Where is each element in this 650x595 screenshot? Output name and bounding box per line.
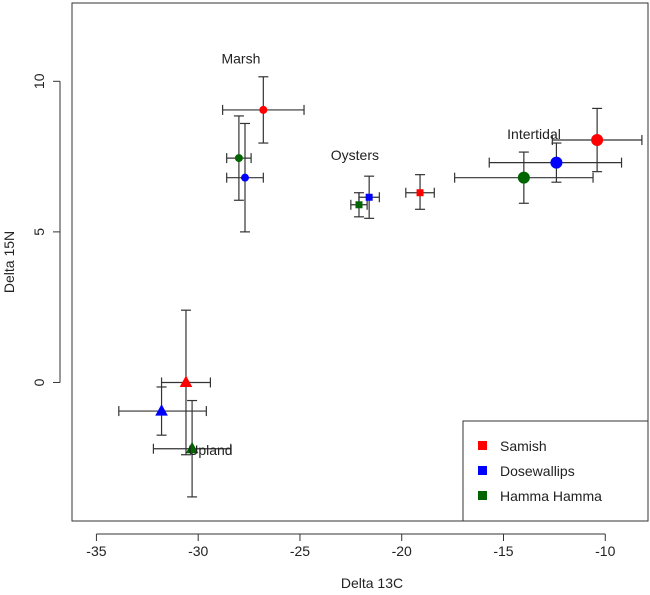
annotation-intertidal: Intertidal — [507, 126, 561, 142]
annotation-upland: Upland — [188, 442, 232, 458]
dosewallips-intertidal-point — [550, 156, 563, 169]
x-tick-label: -10 — [595, 543, 615, 559]
legend-swatch-dosewallips — [478, 466, 487, 475]
legend: Samish Dosewallips Hamma Hamma — [462, 420, 649, 522]
y-axis: 0 5 10 — [31, 73, 61, 386]
x-tick-label: -15 — [493, 543, 513, 559]
annotation-oysters: Oysters — [331, 147, 379, 163]
legend-swatch-samish — [478, 441, 487, 450]
dosewallips-marsh-point — [241, 173, 250, 182]
x-tick-label: -20 — [392, 543, 412, 559]
x-tick-label: -30 — [188, 543, 208, 559]
x-axis-label: Delta 13C — [341, 575, 403, 591]
plot-frame — [71, 2, 649, 522]
legend-label-hamma-hamma: Hamma Hamma — [500, 488, 602, 504]
legend-label-dosewallips: Dosewallips — [500, 463, 575, 479]
hamma-hamma-upland-point — [185, 441, 199, 454]
dosewallips-upland-point — [155, 404, 168, 416]
annotation-marsh: Marsh — [221, 51, 260, 67]
legend-swatch-hamma-hamma — [478, 491, 487, 500]
samish-marsh-point — [259, 105, 268, 114]
y-axis-label: Delta 15N — [1, 231, 17, 293]
y-tick-label: 10 — [31, 73, 47, 89]
hamma-hamma-marsh-point — [234, 154, 243, 163]
data-markers — [155, 105, 604, 454]
y-tick-label: 5 — [31, 228, 47, 236]
x-tick-label: -35 — [86, 543, 106, 559]
dosewallips-oysters-point — [365, 193, 373, 201]
legend-box — [462, 420, 649, 522]
samish-oysters-point — [416, 189, 424, 197]
x-axis: -35 -30 -25 -20 -15 -10 — [86, 533, 616, 559]
legend-label-samish: Samish — [500, 438, 547, 454]
samish-intertidal-point — [591, 134, 604, 147]
hamma-hamma-oysters-point — [355, 201, 363, 209]
x-tick-label: -25 — [290, 543, 310, 559]
hamma-hamma-intertidal-point — [517, 171, 530, 184]
annotations: Marsh Oysters Intertidal Upland — [188, 51, 561, 459]
samish-upland-point — [179, 375, 193, 388]
y-tick-label: 0 — [31, 378, 47, 386]
